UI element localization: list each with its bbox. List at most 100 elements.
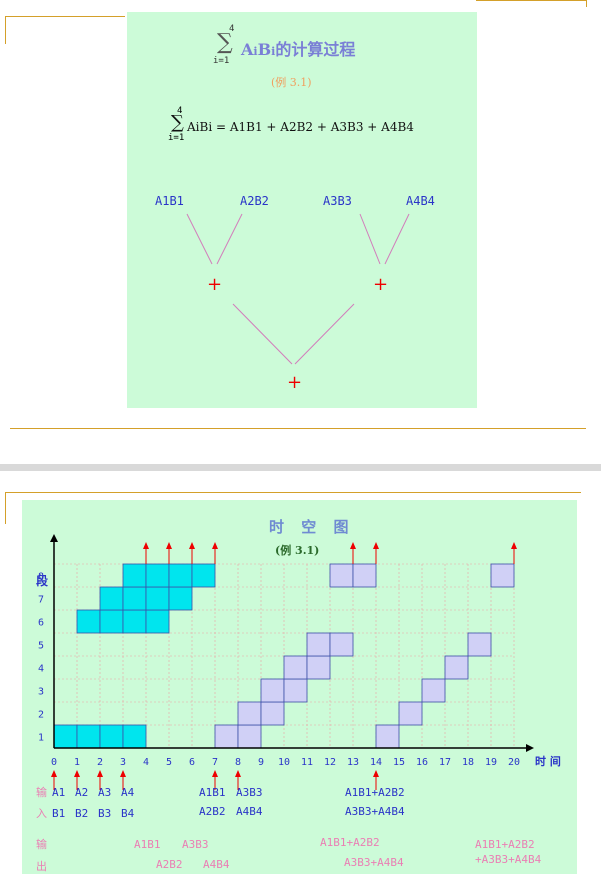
pipeline-cell [467,632,492,657]
input-a1: A1 [52,786,66,799]
slide1-subtitle: (例 3.1) [271,76,312,89]
input-b4: B4 [121,807,135,820]
x-tick-label: 0 [51,757,57,768]
output-sum-34: A3B3+A4B4 [344,856,404,869]
slide2-top-rule [5,492,581,493]
pipeline-cell [122,609,147,634]
y-tick-label: 6 [38,618,44,629]
y-tick-label: 8 [38,572,44,583]
pipeline-cell [237,701,262,726]
output-final-2: +A3B3+A4B4 [475,853,542,866]
pipeline-cell [99,609,124,634]
plus-node-root: + [287,372,303,393]
pipeline-cell [168,563,193,588]
pipeline-cell [122,563,147,588]
x-tick-label: 10 [278,757,290,768]
pipeline-cell [329,563,354,588]
output-a1b1: A1B1 [134,838,161,851]
y-tick-label: 1 [38,733,44,744]
input-arrow-icon [212,770,218,777]
pipeline-cell [191,563,216,588]
pipeline-cell [283,678,308,703]
input-a2b2: A2B2 [199,805,226,818]
output-a4b4: A4B4 [203,858,230,871]
x-axis-arrow-icon [526,744,534,752]
pipeline-cell [145,609,170,634]
slide1-bottom-rule [10,428,586,429]
output-arrow-icon [143,542,149,549]
pipeline-cell [214,724,239,749]
formula-sigma-top: 4 [177,106,183,116]
input-a3: A3 [98,786,112,799]
pipeline-cell [490,563,515,588]
pipeline-cell [53,724,78,749]
input-a1b1: A1B1 [199,786,226,799]
input-arrow-icon [74,770,80,777]
slide2-panel: 时 空 图 (例 3.1) 1 2 3 4 5 6 7 8 0 1 2 3 4 5 6 7 8 9 10 11 12 13… [22,500,577,874]
pipeline-cell [421,678,446,703]
leaf-a1b1: A1B1 [155,194,184,208]
leaf-a3b3: A3B3 [323,194,352,208]
input-label-2: 入 [36,807,47,820]
y-tick-label: 5 [38,641,44,652]
slide1-right-rule-v [586,0,587,7]
slide1-sigma-top: 4 [229,24,235,34]
input-label-1: 输 [36,786,47,799]
x-tick-label: 17 [439,757,451,768]
output-arrow-icon [166,542,172,549]
input-b1: B1 [52,807,66,820]
tree-lines [186,213,410,365]
output-a3b3: A3B3 [182,838,209,851]
input-arrow-icon [373,770,379,777]
y-tick-label: 7 [38,595,44,606]
input-a4b4: A4B4 [236,805,263,818]
sum-formula: AiBi = A1B1 + A2B2 + A3B3 + A4B4 [187,120,414,134]
input-a2: A2 [75,786,89,799]
x-tick-label: 12 [324,757,336,768]
output-arrow-icon [189,542,195,549]
x-tick-label: 9 [258,757,264,768]
y-tick-label: 4 [38,664,44,675]
output-a2b2: A2B2 [156,858,183,871]
leaf-a2b2: A2B2 [240,194,269,208]
x-tick-label: 6 [189,757,195,768]
x-tick-label: 20 [508,757,520,768]
input-a3b3: A3B3 [236,786,263,799]
y-tick-label: 3 [38,687,44,698]
input-arrow-icon [120,770,126,777]
x-tick-label: 5 [166,757,172,768]
pipeline-cell [329,632,354,657]
x-tick-label: 1 [74,757,80,768]
output-final-1: A1B1+A2B2 [475,838,535,851]
input-sum-34: A3B3+A4B4 [345,805,405,818]
slide1-sigma-icon: ∑ [217,30,233,55]
pipeline-cell [76,724,101,749]
pipeline-cell [352,563,377,588]
x-tick-label: 7 [212,757,218,768]
plus-node-left: + [207,274,223,295]
x-tick-label: 19 [485,757,497,768]
x-tick-label: 3 [120,757,126,768]
pipeline-cell [444,655,469,680]
output-arrow-icon [373,542,379,549]
pipeline-cell [306,632,331,657]
pipeline-cell [260,678,285,703]
leaf-a4b4: A4B4 [406,194,435,208]
pipeline-cell [145,563,170,588]
output-arrow-icon [350,542,356,549]
slide1-panel: 4 ∑ i=1 AiBi的计算过程 (例 3.1) 4 ∑ i=1 AiBi =… [127,12,477,408]
slide1-top-rule [5,16,125,17]
pipeline-cell [99,586,124,611]
slide2-title: 时 空 图 [269,518,355,536]
output-arrow-icon [212,542,218,549]
pipeline-cell [76,609,101,634]
slide-separator [0,464,601,471]
plus-node-right: + [373,274,389,295]
input-b3: B3 [98,807,112,820]
y-tick-label: 2 [38,710,44,721]
x-axis-label: 时 间 [535,755,561,768]
x-tick-label: 13 [347,757,359,768]
pipeline-cell [375,724,400,749]
slide1-left-rule [5,16,6,44]
